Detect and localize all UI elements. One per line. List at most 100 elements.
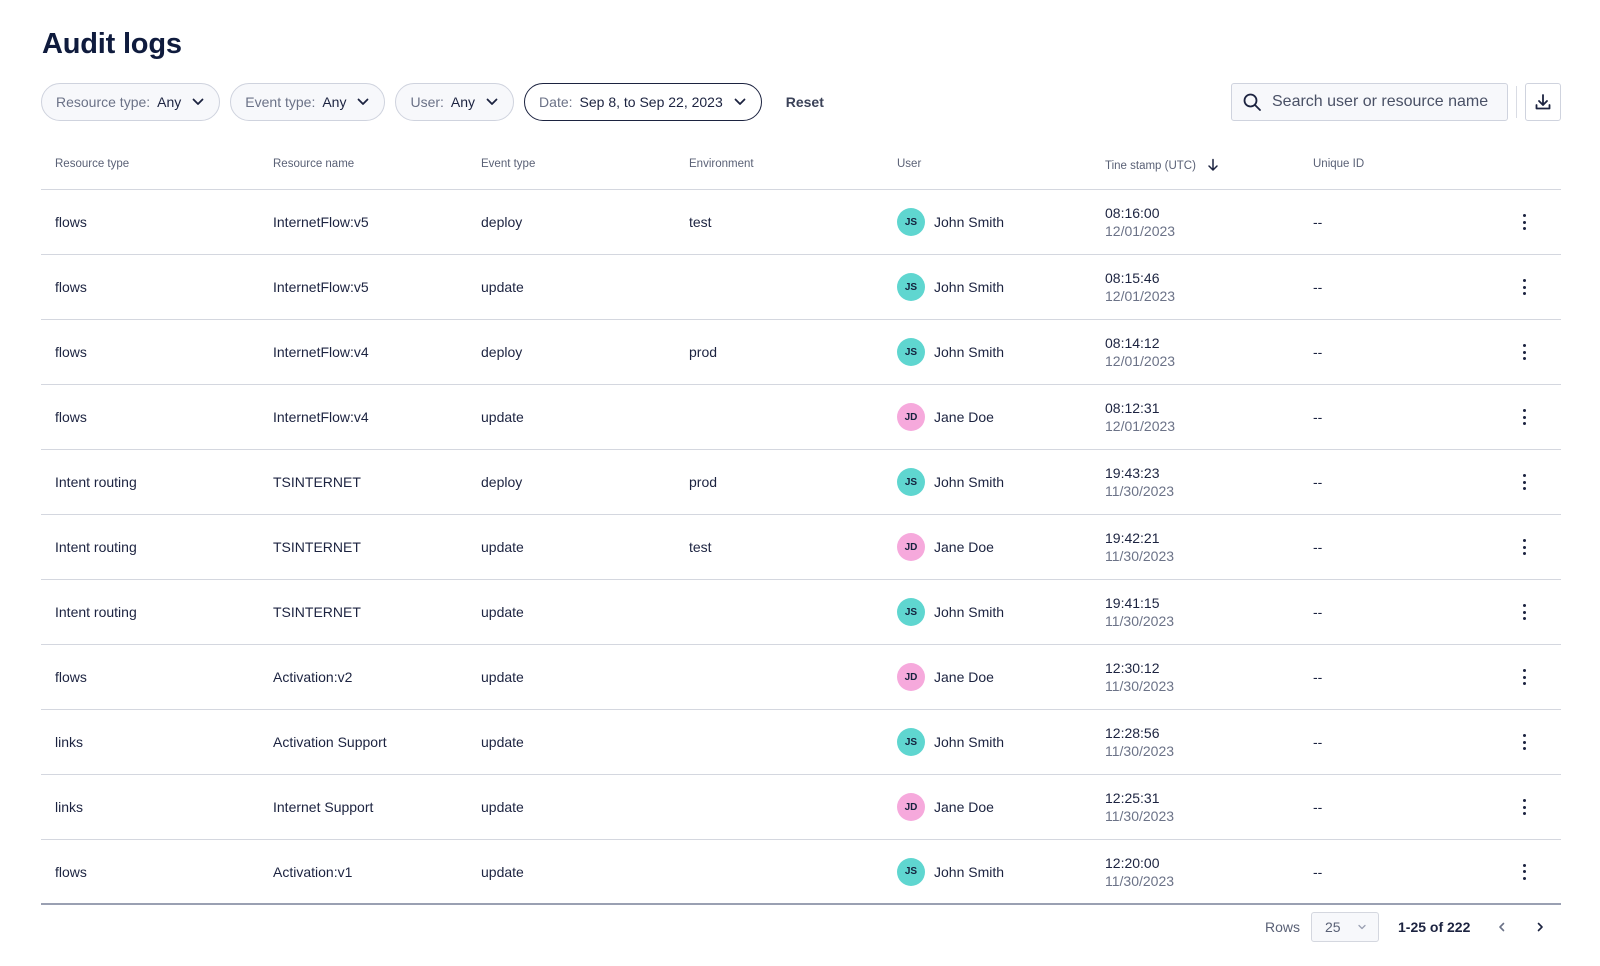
table-row[interactable]: links Internet Support update JD Jane Doe 12:… [41,775,1561,840]
cell-resource-type: flows [55,279,87,295]
column-header-event-type[interactable]: Event type [481,158,536,170]
avatar: JS [897,338,925,366]
event-type-filter[interactable]: Event type: Any [230,83,386,121]
table-row[interactable]: links Activation Support update JS John Smit… [41,710,1561,775]
table-row[interactable]: flows InternetFlow:v4 deploy prod JS John Smi… [41,320,1561,385]
table-row[interactable]: flows Activation:v2 update JD Jane Doe 12:30:… [41,645,1561,710]
next-page-button[interactable] [1531,918,1549,936]
cell-resource-name: InternetFlow:v4 [273,344,369,360]
table-row[interactable]: Intent routing TSINTERNET deploy prod JS John… [41,450,1561,515]
cell-resource-name: Activation:v2 [273,669,353,685]
more-vertical-icon[interactable] [1519,604,1529,620]
more-vertical-icon[interactable] [1519,344,1529,360]
table-header: Resource type Resource name Event type E… [41,145,1561,190]
cell-resource-name: TSINTERNET [273,539,361,555]
cell-user: JD Jane Doe [897,403,994,431]
timestamp-time: 12:20:00 [1105,854,1160,871]
user-name: Jane Doe [934,799,994,815]
column-header-resource-name[interactable]: Resource name [273,158,355,170]
column-header-timestamp-label: Tine stamp (UTC) [1105,160,1196,172]
cell-resource-type: Intent routing [55,604,137,620]
pagination-range: 1-25 of 222 [1398,919,1471,935]
chevron-right-icon [1537,922,1543,932]
event-type-filter-value: Any [322,94,347,110]
cell-resource-type: flows [55,669,87,685]
cell-user: JS John Smith [897,598,1004,626]
rows-per-page-select[interactable]: 25 [1311,912,1379,942]
timestamp-date: 11/30/2023 [1105,613,1175,629]
cell-timestamp: 08:15:46 12/01/2023 [1105,269,1175,305]
timestamp-date: 11/30/2023 [1105,872,1175,889]
arrow-down-icon[interactable] [1206,158,1220,172]
more-vertical-icon[interactable] [1519,799,1529,815]
toolbar-divider [1516,86,1517,118]
cell-user: JD Jane Doe [897,533,994,561]
more-vertical-icon[interactable] [1519,279,1529,295]
cell-resource-type: flows [55,344,87,360]
cell-event-type: update [481,734,524,750]
user-filter[interactable]: User: Any [395,83,515,121]
resource-type-filter[interactable]: Resource type: Any [41,83,221,121]
cell-timestamp: 12:20:00 11/30/2023 [1105,854,1174,890]
timestamp-time: 12:28:56 [1105,725,1160,741]
user-name: John Smith [934,474,1005,490]
cell-resource-type: flows [55,863,87,880]
cell-resource-name: InternetFlow:v4 [273,409,369,425]
timestamp-date: 11/30/2023 [1105,808,1175,824]
table-row[interactable]: Intent routing TSINTERNET update JS John Smi… [41,580,1561,645]
table-row[interactable]: flows Activation:v1 update JS John Smith 12:2… [41,840,1561,905]
cell-environment: test [689,214,712,230]
previous-page-button[interactable] [1493,918,1511,936]
more-vertical-icon[interactable] [1519,474,1529,490]
table-row[interactable]: flows InternetFlow:v5 deploy test JS John Smi… [41,190,1561,255]
more-vertical-icon[interactable] [1519,214,1529,230]
avatar: JD [897,793,925,821]
table-row[interactable]: Intent routing TSINTERNET update test JD Jane… [41,515,1561,580]
table-row[interactable]: flows InternetFlow:v4 update JD Jane Doe 08:1… [41,385,1561,450]
cell-user: JD Jane Doe [897,793,994,821]
timestamp-time: 08:12:31 [1105,400,1160,416]
more-vertical-icon[interactable] [1519,539,1529,555]
date-filter[interactable]: Date: Sep 8, to Sep 22, 2023 [524,83,762,121]
avatar: JS [897,857,925,886]
avatar: JS [897,728,925,756]
user-filter-value: Any [450,94,476,110]
column-header-environment[interactable]: Environment [689,158,754,170]
cell-unique-id: -- [1313,214,1323,230]
cell-event-type: update [481,539,524,555]
more-vertical-icon[interactable] [1519,734,1529,750]
table-row[interactable]: flows InternetFlow:v5 update JS John Smith 08… [41,255,1561,320]
user-name: John Smith [934,604,1005,620]
cell-timestamp: 19:42:21 11/30/2023 [1105,529,1174,565]
reset-button[interactable]: Reset [785,94,824,110]
search-box [1231,83,1508,121]
date-filter-label: Date: [539,94,573,110]
more-vertical-icon[interactable] [1519,669,1529,685]
column-header-user[interactable]: User [897,158,922,170]
timestamp-time: 08:14:12 [1105,335,1160,351]
date-filter-value: Sep 8, to Sep 22, 2023 [579,94,723,110]
user-name: John Smith [934,279,1005,295]
avatar: JS [897,598,925,626]
column-header-unique-id[interactable]: Unique ID [1313,158,1365,170]
download-button[interactable] [1525,83,1561,121]
cell-unique-id: -- [1313,604,1323,620]
user-name: John Smith [934,214,1005,230]
timestamp-time: 08:15:46 [1105,270,1160,286]
cell-timestamp: 19:41:15 11/30/2023 [1105,594,1174,630]
more-vertical-icon[interactable] [1519,863,1529,880]
cell-resource-name: Activation:v1 [273,863,353,880]
timestamp-time: 12:25:31 [1105,790,1160,806]
search-input[interactable] [1272,93,1502,111]
user-name: John Smith [934,863,1005,880]
column-header-resource-type[interactable]: Resource type [55,158,130,170]
cell-user: JS John Smith [897,273,1004,301]
user-filter-label: User: [410,94,444,110]
cell-resource-type: links [55,734,84,750]
cell-resource-name: Internet Support [273,799,374,815]
more-vertical-icon[interactable] [1519,409,1529,425]
chevron-down-icon [358,98,369,105]
pagination: Rows 25 1-25 of 222 [0,912,1600,942]
column-header-timestamp[interactable]: Tine stamp (UTC) [1105,158,1220,172]
cell-event-type: update [481,279,524,295]
